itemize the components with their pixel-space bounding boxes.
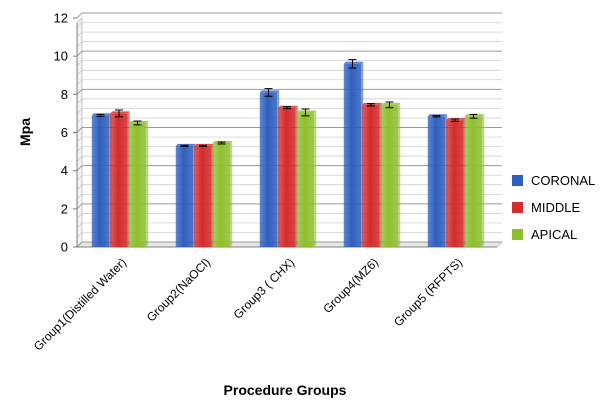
bar — [362, 102, 382, 248]
legend-label: APICAL — [531, 227, 577, 242]
legend-swatch — [512, 175, 523, 186]
error-bar — [217, 141, 226, 145]
x-category-label: Group5 (RFPTS) — [391, 255, 465, 329]
y-tick-label: 0 — [61, 240, 68, 255]
error-bar — [367, 103, 375, 107]
error-bar — [199, 144, 207, 147]
legend-item: CORONAL — [512, 173, 595, 188]
legend-item: APICAL — [512, 227, 577, 242]
legend-swatch — [512, 229, 523, 240]
error-bar — [133, 120, 142, 126]
error-bar — [115, 109, 123, 118]
bar — [446, 118, 466, 248]
error-bar — [348, 59, 357, 69]
bar — [259, 90, 280, 247]
bar — [175, 143, 196, 247]
y-tick-label: 4 — [61, 163, 68, 178]
bar — [427, 114, 448, 247]
error-bar — [96, 113, 105, 117]
error-bar — [385, 101, 394, 109]
error-bar — [264, 88, 273, 97]
error-bar — [283, 106, 291, 110]
bar — [464, 114, 485, 247]
legend-label: CORONAL — [531, 173, 595, 188]
bar — [194, 143, 214, 247]
y-axis-title: Mpa — [17, 118, 33, 146]
x-category-label: Group3 ( CHX) — [231, 255, 297, 321]
bars — [91, 59, 485, 248]
bar — [278, 105, 298, 247]
bar — [91, 113, 112, 247]
bar — [296, 110, 317, 248]
x-category-label: Group2(NaOCl) — [144, 255, 213, 324]
legend-swatch — [512, 202, 523, 213]
bar — [128, 120, 149, 247]
x-category-label: Group1(Distilled Water) — [31, 255, 129, 353]
bar — [212, 140, 233, 247]
y-tick-label: 10 — [54, 49, 68, 64]
error-bar — [451, 118, 459, 122]
bar — [343, 61, 364, 247]
bar — [380, 102, 401, 248]
legend-item: MIDDLE — [512, 200, 580, 215]
x-category-label: Group4(MZ6) — [320, 255, 381, 316]
x-category-labels: Group1(Distilled Water) Group2(NaOCl) Grou… — [31, 255, 465, 353]
y-tick-labels: 0 2 4 6 8 10 12 — [54, 11, 68, 255]
bar — [110, 111, 130, 248]
error-bar — [301, 108, 310, 117]
y-tick-label: 12 — [54, 11, 68, 26]
legend-label: MIDDLE — [531, 200, 580, 215]
y-tick-label: 6 — [61, 125, 68, 140]
error-bar — [432, 115, 441, 118]
error-bar — [469, 113, 478, 119]
y-tick-label: 8 — [61, 87, 68, 102]
legend: CORONAL MIDDLE APICAL — [512, 173, 595, 242]
x-axis-title: Procedure Groups — [224, 382, 347, 398]
y-tick-label: 2 — [61, 201, 68, 216]
error-bar — [180, 144, 189, 147]
